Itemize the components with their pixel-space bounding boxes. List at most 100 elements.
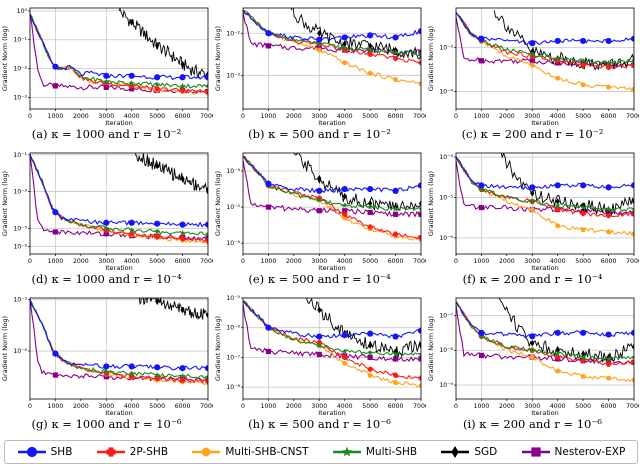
marker-nesterov-exp (605, 358, 612, 364)
x-tick-label: 5000 (575, 113, 591, 120)
series-line-sgd (118, 8, 208, 80)
marker-shb (103, 363, 110, 370)
x-tick-label: 7000 (413, 403, 426, 410)
marker-nesterov-exp (52, 83, 59, 89)
marker-multi-shb (367, 47, 373, 53)
marker-multi-shb (631, 354, 634, 360)
marker-2p-shb (580, 211, 586, 217)
marker-multi-shb (478, 186, 485, 192)
series-line-sgd (499, 153, 634, 216)
y-axis-label: Gradient Norm (log) (427, 26, 435, 91)
marker-multi-shb (554, 202, 561, 208)
legend-swatch-icon (192, 447, 221, 457)
marker-shb (529, 40, 536, 47)
y-axis-label: Gradient Norm (log) (214, 316, 222, 381)
marker-shb (103, 72, 110, 79)
marker-2p-shb (154, 86, 160, 92)
x-tick-label: 0 (454, 403, 458, 410)
x-tick-label: 7000 (200, 403, 213, 410)
legend-swatch-icon (332, 446, 361, 457)
marker-sgd (418, 200, 421, 207)
x-tick-label: 0 (241, 113, 245, 120)
marker-2p-shb (580, 62, 586, 68)
marker-multi-shb (529, 198, 536, 204)
series-line-sgd (498, 298, 634, 363)
data-layer (456, 10, 634, 92)
x-axis-label: Iteration (318, 119, 346, 126)
legend-item: 2P-SHB (96, 445, 168, 459)
x-tick-label: 4000 (337, 403, 353, 410)
marker-shb (52, 209, 59, 216)
marker-multi-shb (179, 82, 186, 89)
marker-multi-shb (367, 204, 373, 210)
x-tick-label: 4000 (124, 258, 140, 265)
y-axis-label: Gradient Norm (log) (214, 171, 222, 236)
marker-nesterov-exp (418, 211, 421, 217)
marker-shb (341, 34, 348, 41)
series-line-nesterov-exp (30, 299, 208, 383)
marker-shb (128, 363, 135, 370)
legend-marker-icon (26, 446, 37, 458)
x-tick-label: 5000 (575, 258, 591, 265)
x-tick-label: 2000 (499, 113, 515, 120)
y-tick-label: 10⁻³ (13, 94, 27, 101)
data-layer (456, 153, 634, 237)
marker-multi-shb (392, 49, 399, 55)
data-layer (243, 153, 421, 242)
y-axis-label: Gradient Norm (log) (1, 171, 9, 236)
x-tick-label: 1000 (474, 113, 490, 120)
subplot-caption: (c) κ = 200 and r = 10⁻² (461, 127, 604, 141)
marker-multi-shb (341, 202, 348, 208)
marker-multi-shb (554, 55, 561, 61)
marker-nesterov-exp (478, 352, 485, 359)
marker-multi-shb (580, 354, 586, 360)
marker-2p-shb (605, 64, 612, 70)
marker-shb (154, 220, 161, 227)
marker-multi-shb (367, 349, 373, 356)
marker-multi-shb (418, 351, 421, 357)
subplot-h: 0 1000 2000 3000 4000 5000 6000 7000 10⁻⁵ 10⁻⁶ 10⁻… (213, 290, 426, 435)
marker-multi-shb-cnst (631, 86, 634, 92)
marker-sgd (530, 339, 535, 347)
subplot-d: 0 1000 2000 3000 4000 5000 6000 7000 10⁻¹ 10⁻³ 10⁻… (0, 145, 213, 290)
series-line-multi-shb (30, 299, 208, 380)
marker-multi-shb (128, 227, 135, 233)
legend-item: SGD (440, 445, 497, 459)
marker-nesterov-exp (342, 208, 348, 214)
y-tick-label: 10⁻⁷ (439, 312, 453, 319)
marker-multi-shb (316, 196, 323, 203)
x-tick-label: 3000 (524, 258, 540, 265)
marker-multi-shb (341, 348, 348, 354)
marker-sgd (129, 19, 134, 26)
marker-shb (154, 74, 161, 81)
marker-multi-shb-cnst (393, 380, 398, 386)
x-tick-label: 1000 (48, 258, 64, 265)
x-tick-label: 1000 (48, 403, 64, 410)
x-tick-label: 6000 (601, 403, 617, 410)
x-tick-label: 7000 (413, 258, 426, 265)
y-tick-label: 10⁻⁶ (13, 348, 27, 355)
marker-multi-shb-cnst (631, 231, 634, 237)
marker-nesterov-exp (265, 204, 272, 210)
marker-nesterov-exp (103, 84, 109, 90)
marker-2p-shb (392, 372, 399, 378)
y-tick-label: 10⁻⁵ (226, 204, 240, 211)
marker-sgd (555, 346, 560, 354)
series-line-2p-shb (30, 154, 208, 243)
marker-sgd (317, 174, 322, 182)
axes-frame (29, 152, 209, 255)
marker-sgd (317, 29, 322, 37)
marker-multi-shb-cnst (555, 368, 561, 374)
marker-shb (392, 333, 399, 340)
x-tick-label: 2000 (286, 258, 302, 265)
x-axis-label: Iteration (105, 264, 133, 271)
legend-label: 2P-SHB (129, 446, 169, 458)
y-tick-label: 10⁻⁶ (439, 235, 453, 242)
marker-shb (392, 187, 399, 194)
marker-sgd (155, 298, 160, 305)
y-tick-label: 10⁰ (17, 8, 28, 15)
subplot-caption: (e) κ = 500 and r = 10⁻⁴ (248, 272, 391, 286)
series-line-shb (243, 156, 421, 194)
marker-nesterov-exp (52, 372, 59, 378)
marker-nesterov-exp (265, 348, 272, 355)
